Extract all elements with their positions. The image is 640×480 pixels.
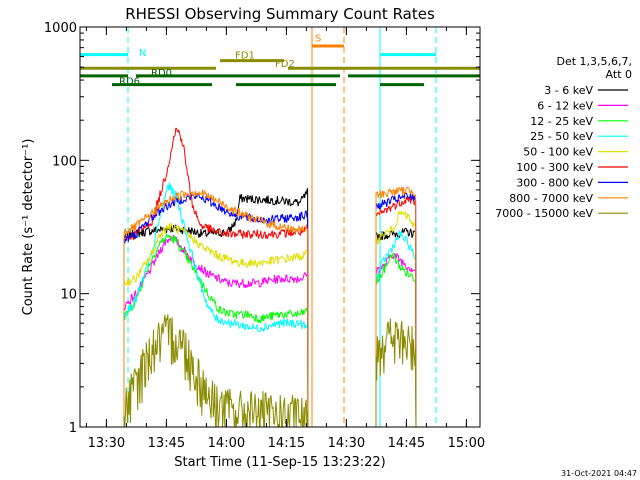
- x-tick-label: 14:30: [328, 436, 365, 451]
- y-axis: 1 10 100 1000: [44, 21, 480, 436]
- legend-entry-label: 50 - 100 keV: [523, 146, 593, 159]
- y-tick-label: 1: [69, 421, 77, 436]
- chart-title: RHESSI Observing Summary Count Rates: [125, 5, 435, 23]
- series-12-25-kev: [123, 233, 309, 427]
- x-tick-label: 15:00: [448, 436, 485, 451]
- x-axis: 13:30 13:45 14:00 14:15 14:30 14:45 15:00: [85, 27, 485, 451]
- plot-contents: [80, 27, 480, 427]
- series-7000-15000-kev: [123, 314, 309, 427]
- series-6-12-kev: [123, 234, 309, 427]
- legend-entry-label: 7000 - 15000 keV: [495, 207, 593, 220]
- generation-timestamp: 31-Oct-2021 04:47: [561, 469, 637, 478]
- series-7000-15000-kev: [375, 318, 417, 427]
- y-tick-label: 1000: [44, 21, 77, 36]
- y-axis-label: Count Rate (s⁻¹ detector⁻¹): [21, 139, 36, 316]
- x-tick-label: 14:15: [268, 436, 305, 451]
- x-tick-label: 13:45: [148, 436, 185, 451]
- series-300-800-kev: [375, 192, 417, 427]
- legend-entry-label: 300 - 800 keV: [516, 176, 593, 189]
- series-50-100-kev: [123, 222, 309, 427]
- legend: Det 1,3,5,6,7,Att 0 3 - 6 keV 6 - 12 keV 12…: [495, 55, 632, 220]
- state-label-rd6: RD6: [119, 77, 140, 88]
- series-800-7000-kev: [375, 186, 417, 427]
- series-50-100-kev: [375, 210, 417, 427]
- x-tick-label: 14:00: [208, 436, 245, 451]
- series-25-50-kev: [123, 182, 309, 427]
- legend-title-line: Det 1,3,5,6,7,: [556, 55, 632, 68]
- plot-area: N S FD1 FD2 RD0 RD6: [80, 27, 480, 427]
- plot-frame: [79, 26, 481, 428]
- x-axis-label: Start Time (11-Sep-15 13:23:22): [174, 455, 385, 470]
- state-label-rd0: RD0: [151, 68, 172, 79]
- legend-entry-label: 800 - 7000 keV: [509, 192, 593, 205]
- y-tick-label: 100: [52, 154, 77, 169]
- series-3-6-kev: [123, 188, 309, 427]
- series-3-6-kev: [375, 227, 417, 427]
- legend-entry-label: 25 - 50 keV: [530, 130, 593, 143]
- series-25-50-kev: [375, 230, 417, 427]
- state-label-s: S: [315, 33, 321, 44]
- x-tick-label: 13:30: [88, 436, 125, 451]
- series-6-12-kev: [375, 253, 417, 427]
- legend-entry-label: 12 - 25 keV: [530, 115, 593, 128]
- legend-title-line: Att 0: [606, 68, 632, 81]
- legend-entry-label: 100 - 300 keV: [516, 161, 593, 174]
- state-label-fd1: FD1: [235, 51, 255, 62]
- series-800-7000-kev: [123, 189, 309, 427]
- series-12-25-kev: [375, 252, 417, 427]
- legend-entry-label: 6 - 12 keV: [537, 99, 593, 112]
- y-tick-label: 10: [60, 288, 77, 303]
- legend-entry-label: 3 - 6 keV: [544, 84, 593, 97]
- x-tick-label: 14:45: [388, 436, 425, 451]
- state-label-fd2: FD2: [275, 59, 295, 70]
- state-label-n: N: [139, 48, 146, 59]
